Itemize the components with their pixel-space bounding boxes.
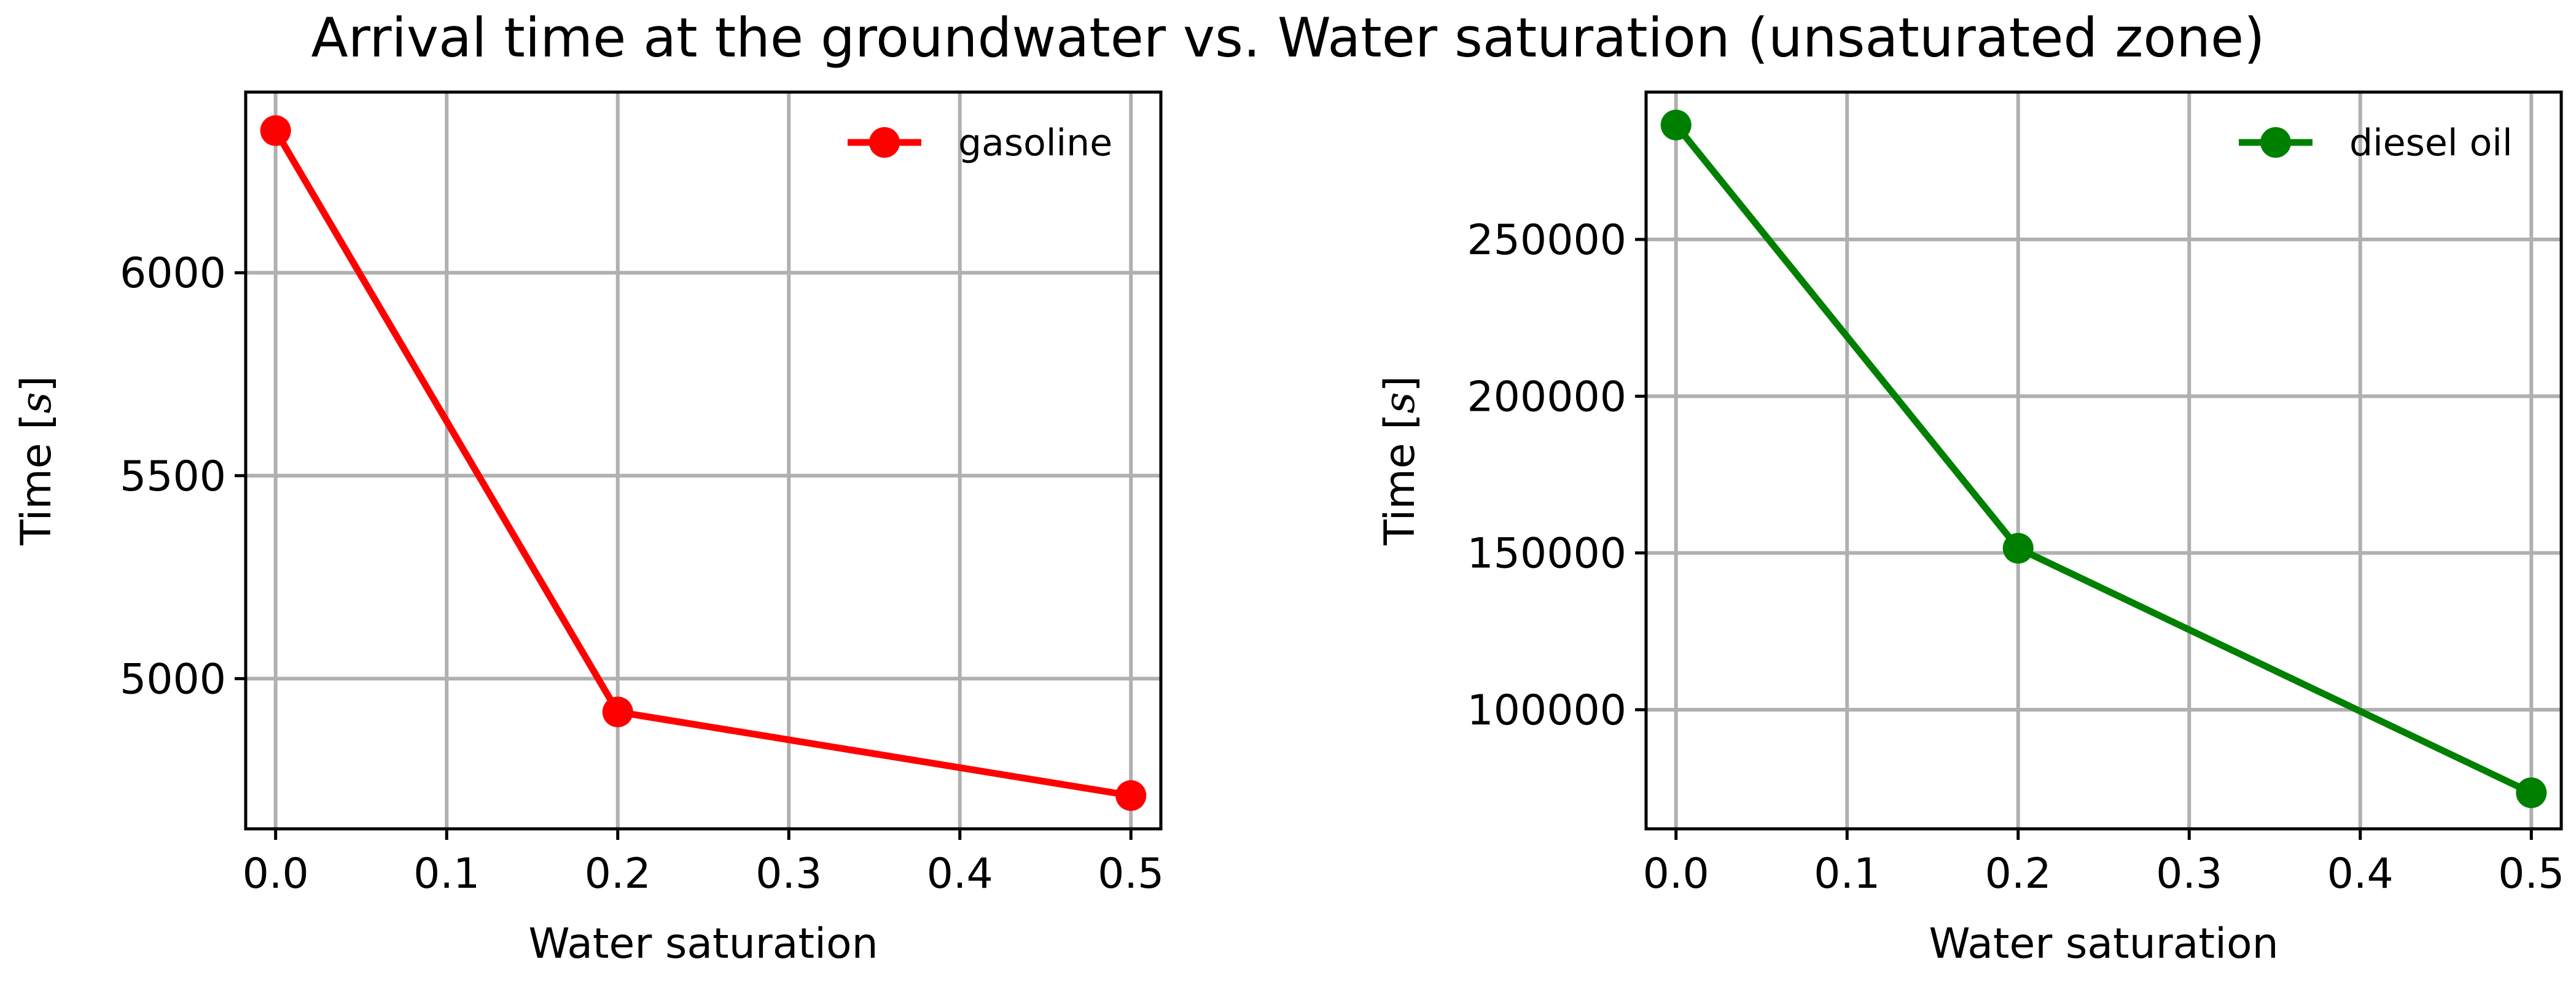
series-diesel-oil	[1660, 109, 2547, 809]
subplot-2: 0.0 0.1 0.2 0.3 0.4 0.5 100000 150000 200000 2500…	[1376, 90, 2564, 968]
y-axis-label-close: ]	[1376, 376, 1424, 392]
x-axis: 0.0 0.1 0.2 0.3 0.4 0.5	[1643, 829, 2564, 898]
y-axis-label: Time [s]	[1376, 376, 1424, 546]
data-point	[260, 115, 291, 146]
y-tick-label: 5500	[120, 452, 226, 501]
data-point	[602, 696, 633, 728]
data-point	[1660, 109, 1692, 141]
x-axis-label: Water saturation	[1929, 920, 2278, 968]
x-tick-label: 0.5	[1098, 850, 1164, 898]
x-tick-label: 0.2	[585, 850, 651, 898]
y-axis-label-text: Time [	[1376, 413, 1424, 546]
chart-title: Arrival time at the groundwater vs. Wate…	[311, 6, 2265, 69]
x-tick-label: 0.1	[413, 850, 480, 898]
legend-label: diesel oil	[2349, 122, 2513, 165]
data-point	[1115, 780, 1147, 811]
grid	[246, 92, 1161, 829]
y-axis-label-text: Time [	[12, 413, 61, 546]
x-tick-label: 0.4	[927, 850, 993, 898]
data-point	[2516, 777, 2547, 809]
x-axis: 0.0 0.1 0.2 0.3 0.4 0.5	[243, 829, 1164, 898]
y-axis: 5000 5500 6000	[120, 249, 246, 704]
axes-frame	[1644, 90, 2563, 831]
legend: gasoline	[848, 122, 1112, 165]
legend: diesel oil	[2239, 122, 2513, 165]
y-tick-label: 200000	[1467, 373, 1626, 421]
x-tick-label: 0.5	[2498, 850, 2564, 898]
axes-frame	[244, 90, 1163, 831]
y-axis-label-close: ]	[12, 376, 61, 392]
y-tick-label: 150000	[1467, 530, 1626, 578]
data-point	[2002, 532, 2034, 564]
x-tick-label: 0.0	[243, 850, 309, 898]
x-axis-label: Water saturation	[528, 920, 878, 968]
y-tick-label: 5000	[120, 655, 226, 704]
x-tick-label: 0.2	[1985, 850, 2051, 898]
y-tick-label: 6000	[120, 249, 226, 298]
subplots: 0.0 0.1 0.2 0.3 0.4 0.5 5000 5500 6000 Water satu…	[12, 90, 2564, 968]
x-tick-label: 0.4	[2327, 850, 2394, 898]
y-tick-label: 250000	[1467, 216, 1626, 265]
y-tick-label: 100000	[1467, 686, 1626, 735]
legend-marker	[2260, 127, 2291, 158]
grid	[1646, 92, 2561, 829]
y-axis-label: Time [s]	[12, 376, 61, 546]
x-tick-label: 0.0	[1643, 850, 1709, 898]
x-tick-label: 0.3	[2156, 850, 2222, 898]
y-axis-label-unit: s	[12, 392, 61, 414]
x-tick-label: 0.3	[755, 850, 822, 898]
subplot-1: 0.0 0.1 0.2 0.3 0.4 0.5 5000 5500 6000 Water satu…	[12, 90, 1164, 968]
series-gasoline	[260, 115, 1147, 811]
y-axis: 100000 150000 200000 250000	[1467, 216, 1646, 735]
legend-label: gasoline	[958, 122, 1112, 165]
y-axis-label-unit: s	[1376, 392, 1424, 414]
legend-marker	[869, 127, 900, 158]
x-tick-label: 0.1	[1814, 850, 1880, 898]
